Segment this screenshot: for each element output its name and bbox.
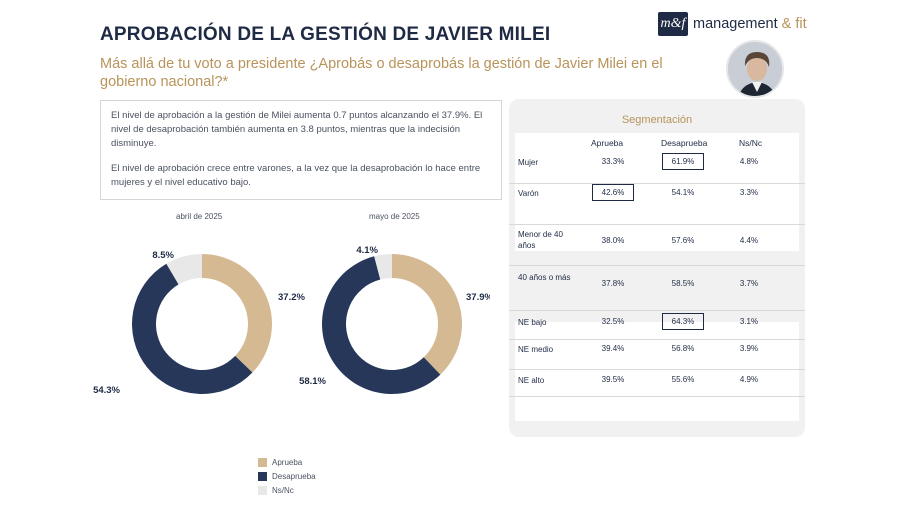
donut-title-april: abril de 2025 [176,212,223,221]
row-label: NE medio [518,345,554,354]
segmentation-title: Segmentación [621,114,693,126]
table-row: NE bajo 32.5% 64.3% 3.1% [509,313,805,337]
table-cell: 3.7% [739,279,759,288]
brand-logo: m&f management & fit [658,12,807,36]
table-cell: 33.3% [601,157,625,166]
donut-label-desaprueba: 58.1% [299,376,326,387]
table-cell: 39.5% [601,375,625,384]
row-divider [509,310,805,311]
donut-slice-aprueba [202,254,272,373]
row-label: NE alto [518,376,545,385]
donut-label-desaprueba: 54.3% [93,385,120,396]
row-label: NE bajo [518,318,547,327]
summary-paragraph-1: El nivel de aprobación a la gestión de M… [111,110,483,149]
summary-paragraph-2: El nivel de aprobación crece entre varon… [111,163,481,188]
table-cell: 58.5% [671,279,695,288]
donut-label-nsnc: 8.5% [152,250,174,261]
table-cell: 64.3% [662,313,704,330]
table-row: NE alto 39.5% 55.6% 4.9% [509,375,805,395]
table-cell: 56.8% [671,344,695,353]
table-cell: 39.4% [601,344,625,353]
donut-title-may: mayo de 2025 [369,212,420,221]
table-cell: 55.6% [671,375,695,384]
table-row: Varón 42.6% 54.1% 3.3% [509,184,805,212]
row-divider [509,183,805,184]
donut-slice-desaprueba [322,256,441,394]
table-cell: 3.9% [739,344,759,353]
table-cell: 54.1% [671,188,695,197]
legend-swatch-nsnc [258,485,267,495]
table-cell: 38.0% [601,236,625,245]
table-cell: 4.9% [739,375,759,384]
row-label: Mujer [518,158,539,167]
row-label: Varón [518,189,539,198]
page-title: APROBACIÓN DE LA GESTIÓN DE JAVIER MILEI [100,24,551,45]
donut-chart-april: 37.2% 54.3% 8.5% [93,250,305,396]
column-header-nsnc: Ns/Nc [739,138,763,148]
row-divider [509,396,805,397]
donut-chart-may: 37.9% 58.1% 4.1% [299,245,490,394]
portrait-photo [726,40,784,98]
row-label: Menor de 40 años [518,230,563,250]
table-cell: 3.3% [739,188,759,197]
brand-mark: m&f [658,12,688,36]
donut-label-aprueba: 37.9% [466,292,490,303]
column-header-aprueba: Aprueba [591,138,624,148]
table-cell: 57.6% [671,236,695,245]
table-cell: 4.4% [739,236,759,245]
table-row: 40 años o más 37.8% 58.5% 3.7% [509,272,805,306]
row-divider [509,265,805,266]
brand-name: management & fit [693,16,807,32]
legend-swatch-aprueba [258,457,267,467]
donut-charts: 37.2% 54.3% 8.5% 37.9% 58.1% 4.1% [93,245,490,396]
table-row: NE medio 39.4% 56.8% 3.9% [509,344,805,364]
legend-item-nsnc: Ns/Nc [258,483,316,497]
column-header-desaprueba: Desaprueba [661,138,708,148]
donut-label-nsnc: 4.1% [356,245,378,256]
chart-legend: Aprueba Desaprueba Ns/Nc [258,455,316,497]
legend-item-desaprueba: Desaprueba [258,469,316,483]
table-row: Mujer 33.3% 61.9% 4.8% [509,153,805,181]
row-label: 40 años o más [518,273,571,282]
table-block-header [515,133,799,251]
table-cell: 32.5% [601,317,625,326]
legend-swatch-desaprueba [258,471,267,481]
donut-label-aprueba: 37.2% [278,292,305,303]
segmentation-panel: Segmentación Aprueba Desaprueba Ns/Nc Mu… [509,99,805,437]
legend-item-aprueba: Aprueba [258,455,316,469]
row-divider [509,339,805,340]
row-divider [509,369,805,370]
table-cell: 37.8% [601,279,625,288]
donut-slice-aprueba [392,254,462,375]
summary-box: El nivel de aprobación a la gestión de M… [100,100,502,200]
page-subtitle: Más allá de tu voto a presidente ¿Aprobá… [100,56,663,90]
table-cell: 4.8% [739,157,759,166]
donut-slice-nsnc [374,254,392,280]
table-cell: 61.9% [662,153,704,170]
table-row: Menor de 40 años 38.0% 57.6% 4.4% [509,229,805,263]
donut-slice-nsnc [166,254,202,285]
table-cell: 42.6% [592,184,634,201]
table-block-education [515,322,799,421]
table-cell: 3.1% [739,317,759,326]
row-divider [509,224,805,225]
donut-slice-desaprueba [131,263,253,395]
